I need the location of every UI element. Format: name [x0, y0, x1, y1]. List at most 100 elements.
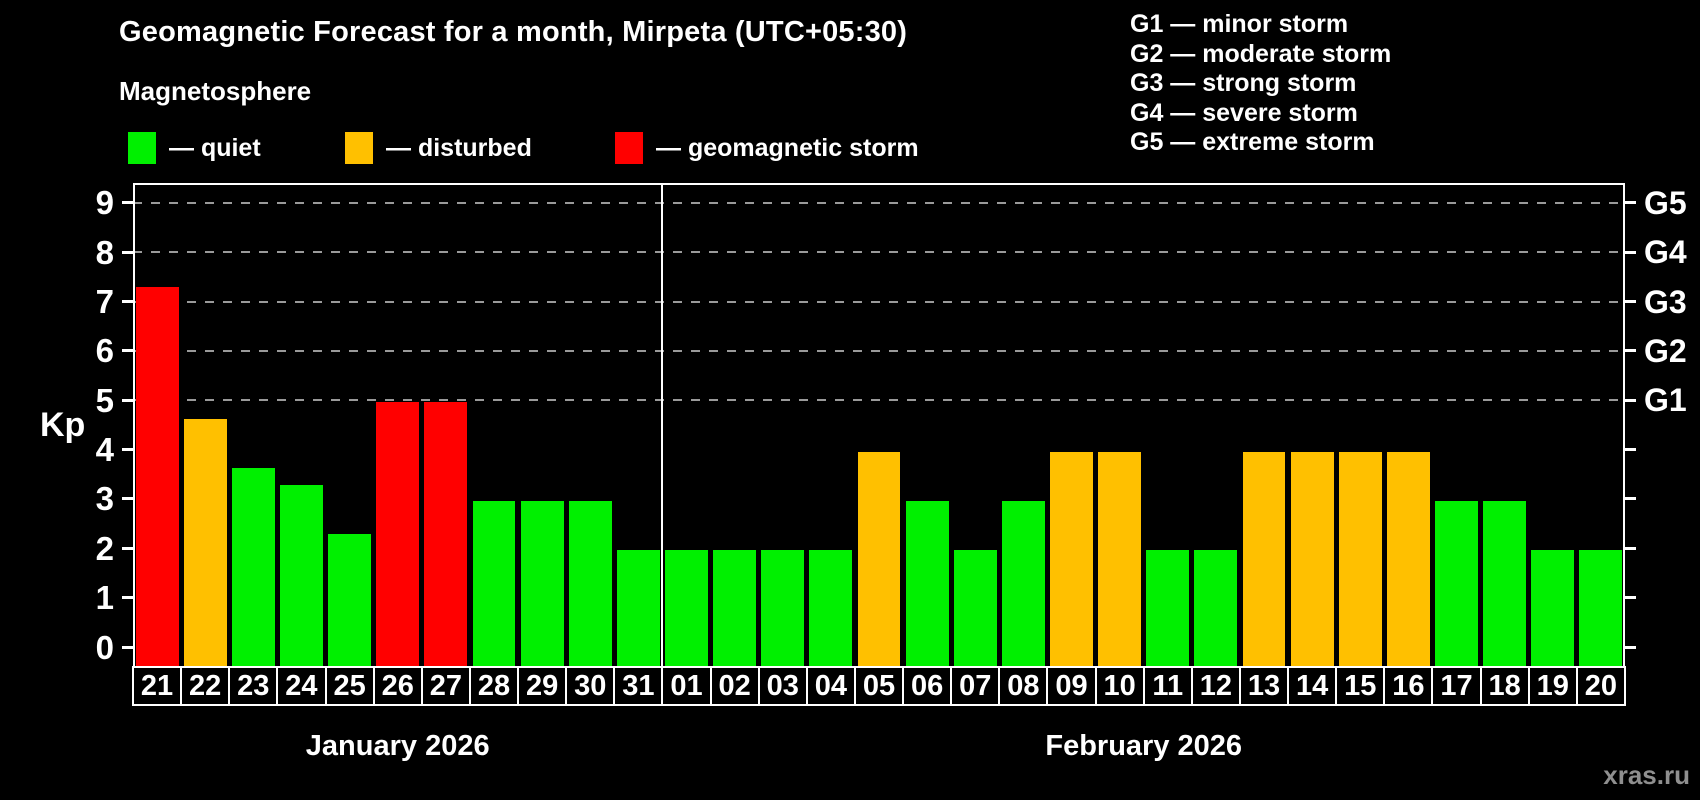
month-label: February 2026	[1045, 730, 1243, 762]
day-label-30: 30	[565, 666, 616, 706]
day-label-14: 14	[1287, 666, 1338, 706]
g-axis-tick	[1625, 448, 1636, 452]
kp-bar-day-14	[1290, 451, 1334, 668]
legend-item-storm: — geomagnetic storm	[615, 131, 919, 165]
g-level-label-G3: G3	[1644, 283, 1687, 320]
kp-bar-day-20	[1579, 550, 1623, 668]
kp-bar-day-19	[1531, 550, 1575, 668]
kp-tick	[122, 201, 133, 205]
kp-tick-label: 3	[95, 480, 114, 518]
kp-bar-day-04	[809, 550, 853, 668]
legend-item-quiet: — quiet	[128, 131, 261, 165]
day-label-03: 03	[757, 666, 808, 706]
gridline-G5	[133, 201, 1625, 204]
kp-bar-day-17	[1435, 500, 1478, 668]
kp-tick	[122, 546, 133, 550]
kp-bar-day-05	[857, 451, 901, 668]
kp-tick	[122, 250, 133, 254]
kp-tick-label: 7	[95, 283, 114, 321]
g-axis-tick	[1625, 497, 1636, 501]
day-label-08: 08	[998, 666, 1049, 706]
storm-scale-line: G2 — moderate storm	[1130, 39, 1392, 68]
day-label-29: 29	[517, 666, 568, 706]
gridline-G3	[133, 300, 1625, 303]
plot-area	[133, 183, 1625, 668]
g-level-label-G4: G4	[1644, 234, 1687, 271]
kp-bar-day-16	[1386, 451, 1430, 668]
kp-bar-day-25	[328, 534, 372, 668]
day-label-12: 12	[1190, 666, 1241, 706]
magnetosphere-label: Magnetosphere	[119, 76, 312, 106]
kp-tick-label: 6	[95, 332, 114, 370]
kp-bar-day-11	[1146, 550, 1190, 668]
kp-bar-day-15	[1338, 451, 1382, 668]
g-axis-tick	[1625, 201, 1636, 205]
day-label-22: 22	[180, 666, 231, 706]
g-axis-tick	[1625, 349, 1636, 353]
g-axis-tick	[1625, 596, 1636, 600]
day-label-17: 17	[1431, 666, 1482, 706]
day-label-23: 23	[228, 666, 279, 706]
kp-tick	[122, 497, 133, 501]
kp-bar-day-28	[472, 500, 516, 668]
kp-tick-label: 4	[95, 431, 114, 469]
legend-label: — quiet	[169, 133, 261, 162]
day-label-21: 21	[132, 666, 183, 706]
kp-tick-label: 2	[95, 529, 114, 567]
storm-swatch-icon	[615, 132, 643, 164]
day-label-26: 26	[372, 666, 423, 706]
storm-scale-line: G5 — extreme storm	[1130, 128, 1375, 157]
kp-bar-day-30	[568, 500, 612, 668]
disturbed-swatch-icon	[345, 132, 373, 164]
day-label-20: 20	[1575, 666, 1626, 706]
kp-bar-day-01	[665, 550, 708, 668]
kp-bar-day-02	[713, 550, 757, 668]
quiet-swatch-icon	[128, 132, 156, 164]
day-label-01: 01	[661, 666, 712, 706]
storm-scale-line: G3 — strong storm	[1130, 69, 1357, 98]
day-label-24: 24	[276, 666, 327, 706]
kp-bar-day-21	[135, 287, 179, 668]
kp-bar-day-24	[279, 484, 323, 668]
kp-bar-day-03	[761, 550, 805, 668]
g-axis-tick	[1625, 250, 1636, 254]
kp-tick	[122, 349, 133, 353]
g-axis-tick	[1625, 546, 1636, 550]
kp-bar-day-23	[231, 467, 275, 668]
day-label-31: 31	[613, 666, 664, 706]
month-divider-line	[661, 183, 664, 668]
kp-bar-day-10	[1098, 451, 1142, 668]
kp-bar-day-06	[905, 500, 949, 668]
legend-label: — disturbed	[386, 133, 532, 162]
kp-bar-day-13	[1242, 451, 1286, 668]
g-axis-tick	[1625, 398, 1636, 402]
storm-scale-legend: G1 — minor storm G2 — moderate storm G3 — …	[1130, 10, 1391, 158]
kp-bar-day-07	[953, 550, 997, 668]
kp-tick-label: 9	[95, 184, 114, 222]
storm-scale-line: G1 — minor storm	[1130, 10, 1349, 38]
legend-item-disturbed: — disturbed	[345, 131, 532, 165]
kp-tick-label: 1	[95, 579, 114, 617]
gridline-G1	[133, 399, 1625, 402]
kp-tick-label: 8	[95, 233, 114, 271]
day-label-09: 09	[1046, 666, 1097, 706]
day-label-13: 13	[1238, 666, 1290, 706]
kp-tick	[122, 596, 133, 600]
gridline-G4	[133, 251, 1625, 254]
kp-bar-day-09	[1050, 451, 1093, 668]
kp-tick	[122, 645, 133, 649]
kp-bar-day-31	[616, 550, 660, 668]
day-label-07: 07	[950, 666, 1001, 706]
day-label-18: 18	[1479, 666, 1530, 706]
kp-bar-day-26	[376, 402, 420, 668]
g-level-label-G2: G2	[1644, 332, 1687, 369]
g-level-label-G1: G1	[1644, 382, 1687, 419]
kp-tick	[122, 398, 133, 402]
gridline-G2	[133, 349, 1625, 352]
storm-scale-line: G4 — severe storm	[1130, 98, 1358, 127]
g-axis-tick	[1625, 645, 1636, 649]
kp-tick-label: 5	[95, 381, 114, 419]
day-label-28: 28	[468, 666, 520, 706]
day-label-25: 25	[324, 666, 375, 706]
